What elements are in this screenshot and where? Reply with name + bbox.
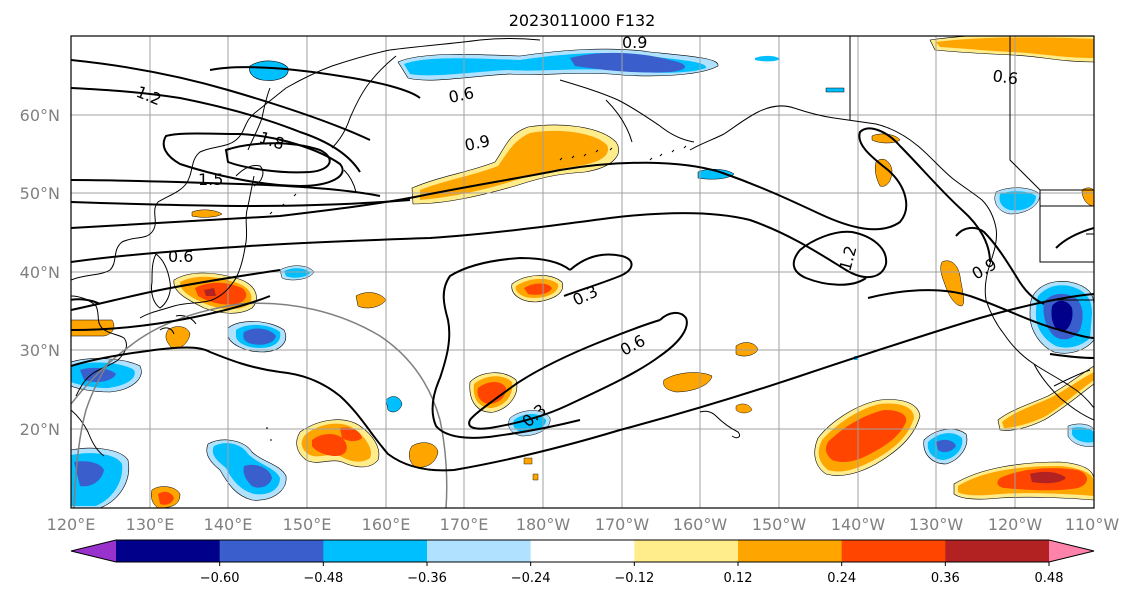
colorbar-tick-label: 0.12 bbox=[724, 571, 753, 586]
lon-label: 130°W bbox=[909, 515, 964, 534]
colorbar-tick-label: −0.48 bbox=[303, 571, 343, 586]
lon-label: 140°W bbox=[831, 515, 886, 534]
contour-lines bbox=[71, 59, 1094, 472]
colorbar-segment bbox=[634, 540, 739, 562]
lon-label: 120°E bbox=[47, 515, 96, 534]
lat-label: 20°N bbox=[20, 420, 60, 439]
contour-label: 0.6 bbox=[168, 247, 193, 266]
colorbar-segment bbox=[323, 540, 428, 562]
colorbar-tick-label: −0.24 bbox=[511, 571, 551, 586]
colorbar-tick-label: −0.12 bbox=[614, 571, 654, 586]
map-frame bbox=[70, 35, 1095, 509]
colorbar-tick-label: 0.24 bbox=[827, 571, 856, 586]
longitude-labels: 120°E 130°E 140°E 150°E 160°E 170°E 180°… bbox=[47, 515, 1120, 534]
lon-label: 140°E bbox=[204, 515, 253, 534]
contour-label: 0.9 bbox=[463, 131, 492, 155]
colorbar-segment bbox=[1049, 540, 1094, 562]
lon-label: 120°W bbox=[988, 515, 1043, 534]
lon-label: 160°W bbox=[673, 515, 728, 534]
lat-label: 40°N bbox=[20, 263, 60, 282]
colorbar-segment bbox=[71, 540, 116, 562]
lon-label: 150°W bbox=[752, 515, 807, 534]
lon-label: 160°E bbox=[362, 515, 411, 534]
lon-label: 170°E bbox=[440, 515, 489, 534]
colorbar-tick-label: 0.36 bbox=[931, 571, 960, 586]
map-panel: 0.9 1.2 1.8 1.5 0.6 0.6 0.9 0.6 1.2 0.9 … bbox=[71, 33, 1094, 508]
lon-label: 180°W bbox=[516, 515, 571, 534]
colorbar-tick-label: −0.60 bbox=[200, 571, 240, 586]
contour-label: 1.5 bbox=[198, 170, 223, 189]
colorbar-segment bbox=[530, 540, 635, 562]
colorbar: −0.60 −0.48 −0.36 −0.24 −0.12 0.12 0.24 0.36 0.4… bbox=[70, 539, 1139, 586]
colorbar-segment bbox=[116, 540, 221, 562]
colorbar-segment bbox=[219, 540, 324, 562]
latitude-labels: 60°N 50°N 40°N 30°N 20°N bbox=[20, 106, 60, 439]
lon-label: 130°E bbox=[126, 515, 175, 534]
contour-label: 0.9 bbox=[622, 33, 647, 52]
map-title: 2023011000 F132 bbox=[509, 11, 656, 30]
colorbar-segment bbox=[427, 540, 532, 562]
colorbar-segment bbox=[738, 540, 843, 562]
colorbar-segment bbox=[945, 540, 1050, 562]
lat-label: 60°N bbox=[20, 106, 60, 125]
colorbar-tick-label: −0.36 bbox=[407, 571, 447, 586]
lat-label: 50°N bbox=[20, 184, 60, 203]
contour-label: 0.6 bbox=[447, 83, 476, 107]
colorbar-tick-label: 0.48 bbox=[1035, 571, 1064, 586]
lat-label: 30°N bbox=[20, 341, 60, 360]
contour-label: 0.6 bbox=[991, 66, 1019, 88]
lon-label: 150°E bbox=[283, 515, 332, 534]
lon-label: 110°W bbox=[1065, 515, 1120, 534]
lon-label: 170°W bbox=[595, 515, 650, 534]
colorbar-segment bbox=[841, 540, 946, 562]
range-ring bbox=[71, 302, 448, 508]
